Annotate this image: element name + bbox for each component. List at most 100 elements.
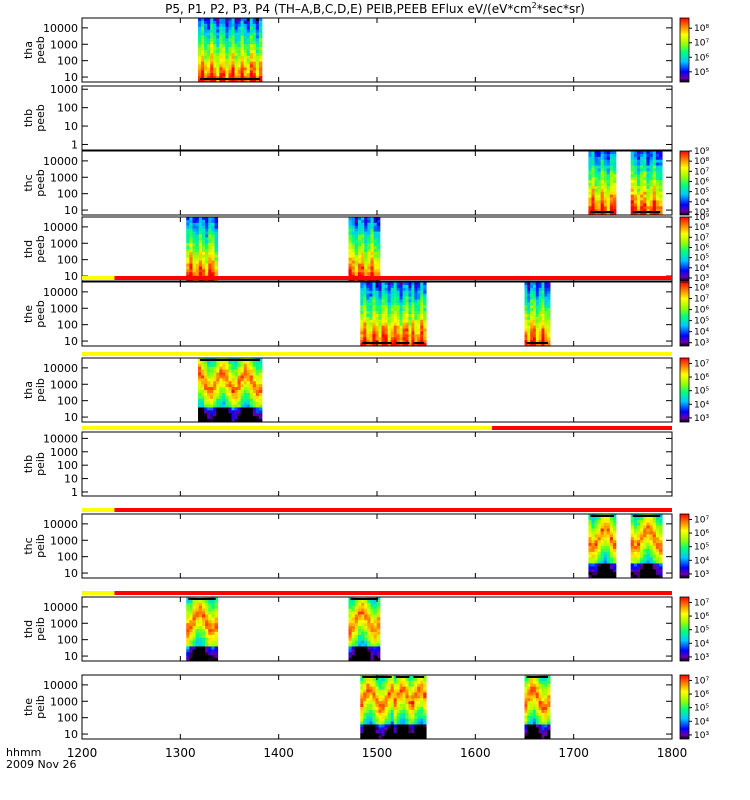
spectrogram-block bbox=[393, 675, 412, 740]
colorbar-label: 10⁵ bbox=[694, 387, 709, 397]
panel-probe-label: thd bbox=[22, 240, 35, 258]
data-trace bbox=[632, 515, 661, 517]
colorbar-label: 10⁷ bbox=[694, 676, 709, 686]
panel-product-label: peeb bbox=[34, 104, 47, 132]
y-tick-label: 10 bbox=[64, 567, 78, 580]
y-tick-label: 100 bbox=[57, 712, 78, 725]
colorbar-label: 10⁶ bbox=[694, 306, 709, 316]
panel-frame bbox=[81, 17, 673, 83]
panel-product-label: peeb bbox=[34, 300, 47, 328]
colorbar-label: 10³ bbox=[694, 208, 709, 218]
spectrogram-block bbox=[630, 151, 663, 216]
panel-probe-label: the bbox=[22, 698, 35, 716]
colorbar-label: 10³ bbox=[694, 274, 709, 284]
y-tick-label: 1000 bbox=[50, 237, 78, 250]
colorbar bbox=[679, 596, 690, 662]
y-tick-label: 1 bbox=[71, 138, 78, 151]
colorbar-label: 10⁴ bbox=[694, 264, 709, 274]
spectrogram-block bbox=[360, 282, 395, 347]
panel-thd-peeb: 10000 1000 100 10 thd peeb 10⁹10⁸10⁷10⁶10⁵10⁴1… bbox=[22, 213, 709, 284]
panel-product-label: peib bbox=[34, 378, 47, 402]
y-tick-label: 1000 bbox=[50, 534, 78, 547]
colorbar bbox=[679, 674, 690, 740]
colorbar-label: 10⁴ bbox=[694, 400, 709, 410]
panel-product-label: peib bbox=[34, 695, 47, 719]
y-tick-label: 10000 bbox=[43, 518, 78, 531]
status-bar-segment bbox=[114, 508, 672, 512]
colorbar-label: 10⁹ bbox=[694, 147, 709, 157]
colorbar-label: 10⁸ bbox=[694, 223, 709, 233]
spectrogram-block bbox=[524, 675, 551, 740]
y-tick-label: 100 bbox=[57, 634, 78, 647]
y-tick-label: 100 bbox=[57, 395, 78, 408]
y-tick-label: 100 bbox=[57, 319, 78, 332]
y-tick-label: 10 bbox=[64, 204, 78, 217]
spectrogram-block bbox=[198, 18, 263, 83]
colorbar-label: 10⁶ bbox=[694, 690, 709, 700]
colorbar bbox=[679, 150, 690, 216]
y-tick-label: 100 bbox=[57, 102, 78, 115]
y-tick-label: 10000 bbox=[43, 155, 78, 168]
spectrogram-block bbox=[348, 217, 381, 282]
colorbar-label: 10³ bbox=[694, 339, 709, 349]
panel-the-peib: 10000 1000 100 10 the peib 10⁷ 10⁶ 10⁵ 10⁴ 10³ bbox=[22, 674, 709, 741]
x-tick-label: 1400 bbox=[263, 746, 294, 760]
panel-probe-label: tha bbox=[22, 41, 35, 59]
colorbar-label: 10⁷ bbox=[694, 359, 709, 369]
panel-probe-label: thd bbox=[22, 620, 35, 638]
x-tick-label: 1300 bbox=[165, 746, 196, 760]
x-tick-label: 1600 bbox=[460, 746, 491, 760]
panel-probe-label: tha bbox=[22, 381, 35, 399]
panel-frame bbox=[81, 431, 673, 497]
panel-product-label: peib bbox=[34, 452, 47, 476]
colorbar bbox=[679, 513, 690, 579]
spectrogram-block bbox=[588, 514, 617, 579]
status-bar-segment bbox=[82, 591, 115, 595]
panel-probe-label: thc bbox=[22, 174, 35, 191]
colorbar bbox=[679, 216, 690, 282]
y-tick-label: 10000 bbox=[43, 432, 78, 445]
panel-thd-peib: 10000 1000 100 10 thd peib 10⁷ 10⁶ 10⁵ 10⁴ 10³ bbox=[22, 591, 709, 663]
colorbar-label: 10⁶ bbox=[694, 243, 709, 253]
y-tick-label: 1000 bbox=[50, 378, 78, 391]
y-tick-label: 1000 bbox=[50, 83, 78, 96]
spectrogram-block bbox=[186, 597, 219, 662]
data-trace bbox=[526, 342, 549, 344]
panel-frame bbox=[81, 513, 673, 579]
status-bar-segment bbox=[82, 426, 493, 430]
data-trace bbox=[200, 78, 260, 80]
y-tick-label: 10000 bbox=[43, 221, 78, 234]
x-tick-label: 1700 bbox=[558, 746, 589, 760]
x-tick-label: 1800 bbox=[657, 746, 688, 760]
panel-probe-label: the bbox=[22, 305, 35, 323]
panel-tha-peeb: 10000 1000 100 10 tha peeb 10⁸ 10⁷ 10⁶ 10⁵ bbox=[22, 17, 709, 84]
y-tick-label: 10 bbox=[64, 411, 78, 424]
panel-product-label: peeb bbox=[34, 235, 47, 263]
spectrogram-block bbox=[360, 675, 395, 740]
y-tick-label: 10 bbox=[64, 120, 78, 133]
y-tick-label: 100 bbox=[57, 254, 78, 267]
colorbar-label: 10⁴ bbox=[694, 328, 709, 338]
panel-thb-peeb: 1000 100 10 1 thb peeb bbox=[22, 83, 673, 151]
colorbar bbox=[679, 281, 690, 347]
colorbar-label: 10⁵ bbox=[694, 626, 709, 636]
data-trace bbox=[395, 676, 410, 678]
colorbar-label: 10⁴ bbox=[694, 556, 709, 566]
data-trace bbox=[395, 342, 410, 344]
colorbar-label: 10⁷ bbox=[694, 295, 709, 305]
colorbar-label: 10³ bbox=[694, 731, 709, 741]
data-trace bbox=[413, 342, 425, 344]
date-label: 2009 Nov 26 bbox=[6, 758, 76, 771]
y-tick-label: 10 bbox=[64, 270, 78, 283]
panel-frame bbox=[81, 150, 673, 216]
y-tick-label: 100 bbox=[57, 551, 78, 564]
y-tick-label: 10000 bbox=[43, 286, 78, 299]
status-bar-segment bbox=[82, 352, 672, 356]
colorbar-label: 10⁵ bbox=[694, 543, 709, 553]
panel-probe-label: thc bbox=[22, 537, 35, 554]
colorbar-label: 10⁵ bbox=[694, 188, 709, 198]
chart-title: P5, P1, P2, P3, P4 (TH–A,B,C,D,E) PEIB,P… bbox=[165, 1, 585, 16]
